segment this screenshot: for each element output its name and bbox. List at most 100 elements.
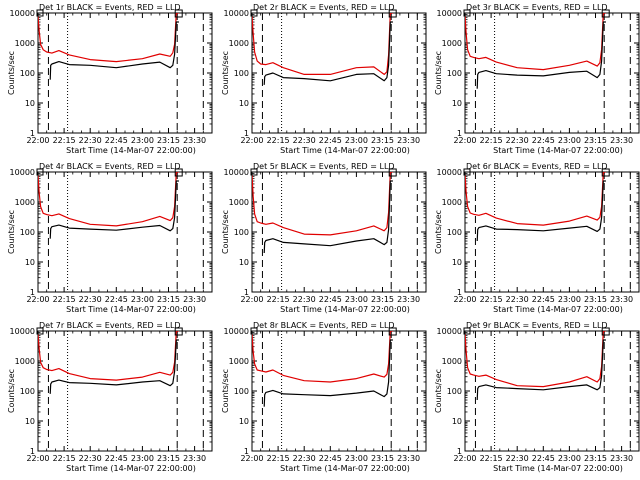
x-axis-label: Start Time (14-Mar-07 22:00:00): [280, 305, 410, 314]
x-tick-label: 22:30: [79, 454, 102, 463]
x-axis-label: Start Time (14-Mar-07 22:00:00): [66, 464, 196, 473]
y-tick-label: 100: [20, 228, 35, 237]
x-tick-label: 22:30: [293, 454, 316, 463]
lld-series-line: [465, 172, 606, 226]
x-tick-label: 22:15: [480, 136, 503, 145]
y-tick-label: 1000: [15, 198, 35, 207]
panel-title: Det 6r BLACK = Events, RED = LLD: [466, 162, 608, 171]
start-marker-box: [463, 9, 471, 17]
x-tick-label: 22:15: [267, 295, 290, 304]
y-tick-label: 10: [239, 417, 249, 426]
events-series-line: [49, 180, 179, 239]
end-marker-box: [174, 9, 183, 18]
y-tick-label: 1000: [229, 357, 249, 366]
y-tick-label: 1: [244, 447, 249, 456]
y-tick-label: 1000: [442, 357, 462, 366]
y-tick-label: 10: [25, 99, 35, 108]
y-tick-label: 1: [457, 447, 462, 456]
start-marker-box: [250, 9, 258, 17]
axes-frame: [37, 12, 213, 134]
y-tick-label: 100: [447, 69, 462, 78]
events-series-line: [476, 180, 606, 242]
x-tick-label: 22:00: [26, 136, 49, 145]
panel-title: Det 4r BLACK = Events, RED = LLD: [39, 162, 181, 171]
end-marker-box: [174, 327, 183, 336]
x-tick-label: 23:00: [558, 454, 581, 463]
x-tick-label: 23:15: [371, 295, 394, 304]
x-tick-label: 22:45: [319, 454, 342, 463]
x-tick-label: 22:00: [26, 454, 49, 463]
x-tick-label: 23:00: [558, 295, 581, 304]
end-marker-box: [174, 168, 183, 177]
x-tick-label: 22:30: [79, 295, 102, 304]
x-tick-label: 22:45: [319, 136, 342, 145]
panel-title: Det 2r BLACK = Events, RED = LLD: [253, 3, 395, 12]
lld-series-line: [38, 331, 179, 381]
x-tick-label: 22:00: [240, 295, 263, 304]
y-tick-label: 1: [244, 129, 249, 138]
panel-4: Det 4r BLACK = Events, RED = LLD 1 10 100 10…: [7, 162, 213, 314]
axes-frame: [464, 330, 640, 452]
x-tick-label: 23:30: [397, 454, 420, 463]
axes-frame: [251, 330, 427, 452]
x-tick-label: 22:30: [506, 136, 529, 145]
lld-series-line: [465, 331, 606, 388]
y-tick-label: 10: [239, 99, 249, 108]
panel-6: Det 6r BLACK = Events, RED = LLD 1 10 100 10…: [434, 162, 640, 314]
axes-frame: [37, 171, 213, 293]
y-tick-label: 100: [447, 228, 462, 237]
x-tick-label: 22:45: [532, 295, 555, 304]
start-marker-box: [36, 327, 44, 335]
panel-3: Det 3r BLACK = Events, RED = LLD 1 10 100 10…: [434, 3, 640, 155]
x-tick-label: 23:30: [183, 136, 206, 145]
x-tick-label: 22:45: [105, 454, 128, 463]
x-tick-label: 23:30: [397, 295, 420, 304]
x-tick-label: 22:45: [105, 136, 128, 145]
y-tick-label: 1: [30, 288, 35, 297]
x-axis-label: Start Time (14-Mar-07 22:00:00): [280, 146, 410, 155]
x-tick-label: 22:30: [506, 454, 529, 463]
events-series-line: [263, 180, 393, 254]
x-tick-label: 22:30: [293, 295, 316, 304]
x-tick-label: 23:00: [345, 454, 368, 463]
panel-title: Det 9r BLACK = Events, RED = LLD: [466, 321, 608, 330]
end-marker-box: [601, 9, 610, 18]
y-tick-label: 1: [457, 129, 462, 138]
y-tick-label: 10: [452, 417, 462, 426]
panel-title: Det 5r BLACK = Events, RED = LLD: [253, 162, 395, 171]
axes-frame: [464, 171, 640, 293]
y-axis-label: Counts/sec: [221, 210, 230, 254]
start-marker-box: [463, 327, 471, 335]
x-tick-label: 23:15: [157, 454, 180, 463]
x-axis-label: Start Time (14-Mar-07 22:00:00): [493, 305, 623, 314]
y-tick-label: 10000: [224, 327, 249, 336]
x-tick-label: 22:00: [453, 295, 476, 304]
start-marker-box: [250, 168, 258, 176]
y-tick-label: 10: [25, 417, 35, 426]
y-tick-label: 10000: [224, 9, 249, 18]
y-tick-label: 10000: [437, 327, 462, 336]
x-tick-label: 22:30: [79, 136, 102, 145]
axes-frame: [251, 171, 427, 293]
x-tick-label: 23:15: [157, 136, 180, 145]
x-tick-label: 23:30: [610, 295, 633, 304]
panel-5: Det 5r BLACK = Events, RED = LLD 1 10 100 10…: [221, 162, 427, 314]
start-marker-box: [36, 168, 44, 176]
start-marker-box: [250, 327, 258, 335]
y-tick-label: 100: [447, 387, 462, 396]
events-series-line: [476, 339, 606, 401]
lld-series-line: [38, 13, 179, 63]
x-tick-label: 23:00: [131, 295, 154, 304]
y-tick-label: 1: [30, 447, 35, 456]
x-tick-label: 23:30: [610, 136, 633, 145]
lld-series-line: [465, 13, 606, 71]
x-axis-label: Start Time (14-Mar-07 22:00:00): [493, 464, 623, 473]
x-tick-label: 22:15: [267, 136, 290, 145]
x-tick-label: 22:45: [532, 454, 555, 463]
y-tick-label: 10000: [10, 9, 35, 18]
x-tick-label: 22:15: [480, 454, 503, 463]
panel-title: Det 7r BLACK = Events, RED = LLD: [39, 321, 181, 330]
y-tick-label: 1000: [442, 39, 462, 48]
x-axis-label: Start Time (14-Mar-07 22:00:00): [280, 464, 410, 473]
